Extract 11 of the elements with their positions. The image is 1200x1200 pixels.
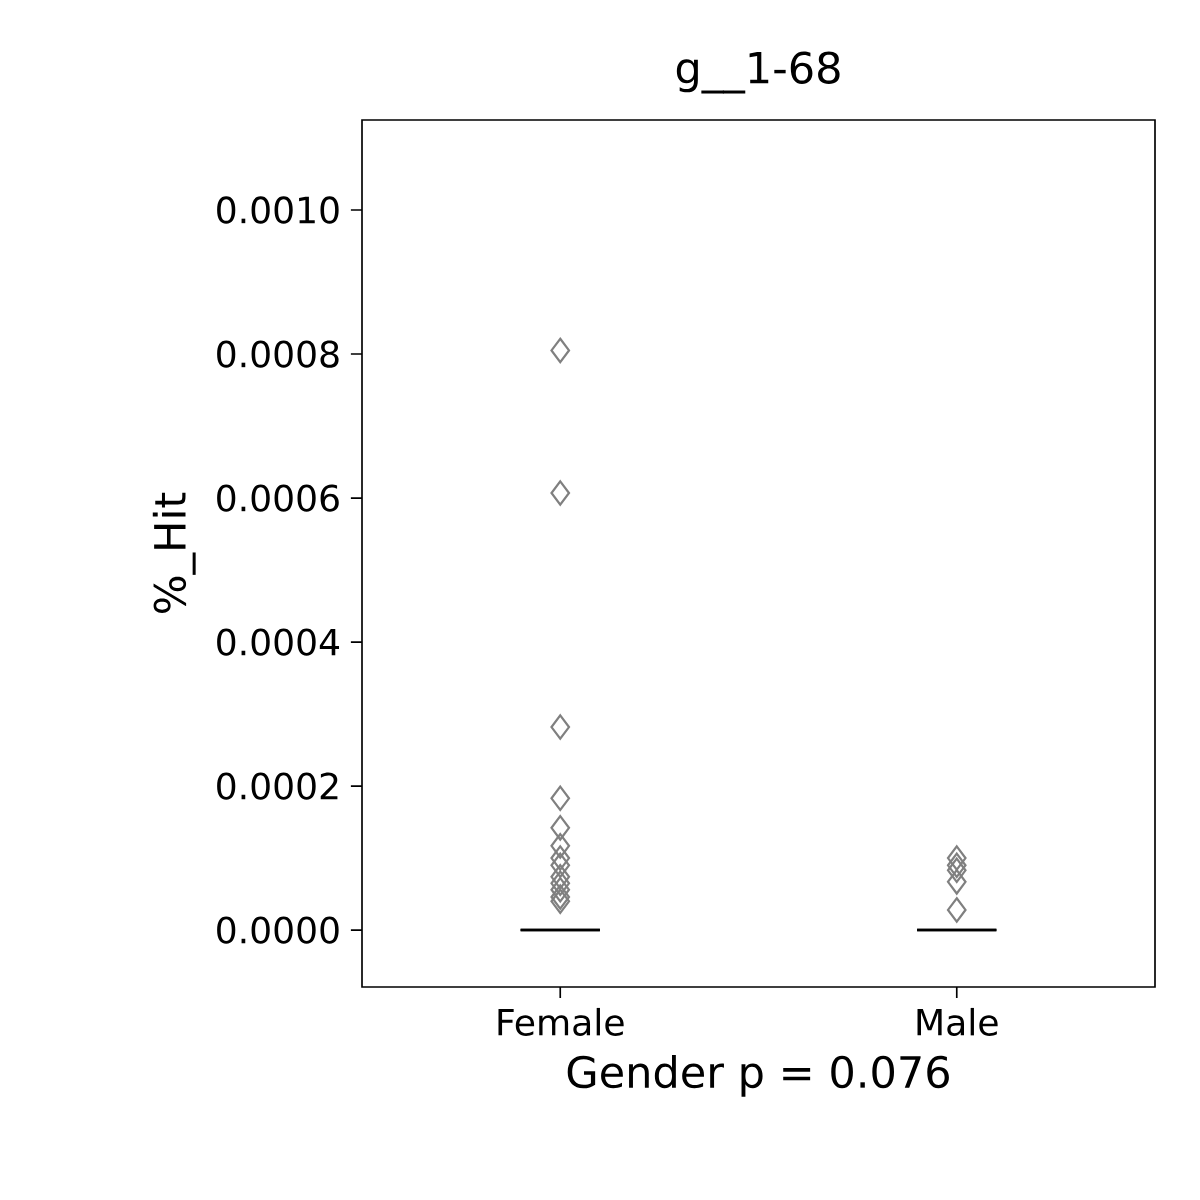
y-tick-label: 0.0000 (217, 916, 339, 944)
x-axis-title: Gender p = 0.076 (567, 1054, 949, 1097)
x-tick-label: Male (917, 1007, 998, 1036)
y-axis-title: %_Hit (152, 492, 196, 613)
y-tick-label: 0.0002 (217, 772, 338, 800)
y-tick-label: 0.0004 (217, 628, 340, 656)
y-tick-label: 0.0010 (217, 196, 339, 224)
y-tick-label: 0.0006 (217, 484, 339, 512)
x-tick-label: Female (498, 1007, 624, 1036)
chart-title: g__1-68 (676, 51, 840, 94)
y-tick-label: 0.0008 (217, 340, 339, 368)
